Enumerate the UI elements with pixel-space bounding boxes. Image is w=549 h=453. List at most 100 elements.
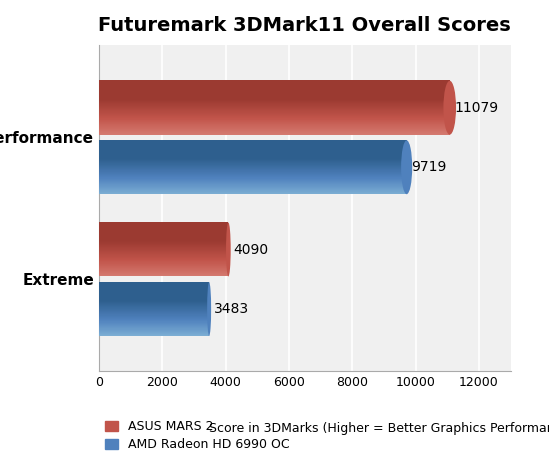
Bar [99, 285, 209, 286]
Bar [99, 326, 209, 327]
Bar [99, 177, 407, 178]
Bar [99, 301, 209, 302]
Bar [99, 105, 450, 106]
Bar [99, 172, 407, 173]
Bar [99, 114, 450, 115]
Bar [99, 274, 228, 275]
Bar [99, 116, 450, 117]
Bar [99, 163, 407, 164]
Bar [99, 298, 209, 299]
Bar [99, 234, 228, 235]
Bar [99, 145, 407, 146]
Bar [99, 302, 209, 303]
Bar [99, 335, 209, 336]
Bar [99, 164, 407, 165]
Bar [99, 103, 450, 104]
Bar [99, 127, 450, 128]
Bar [99, 149, 407, 150]
Bar [99, 318, 209, 319]
Bar [99, 148, 407, 149]
Bar [99, 223, 228, 224]
Bar [99, 268, 228, 269]
Title: Futuremark 3DMark11 Overall Scores: Futuremark 3DMark11 Overall Scores [98, 16, 511, 35]
Bar [99, 190, 407, 191]
Bar [99, 157, 407, 158]
Bar [99, 251, 228, 252]
Bar [99, 134, 450, 135]
Bar [99, 275, 228, 276]
Ellipse shape [444, 81, 456, 135]
Bar [99, 293, 209, 294]
Bar [99, 265, 228, 266]
Bar [99, 308, 209, 309]
Legend: ASUS MARS 2, AMD Radeon HD 6990 OC: ASUS MARS 2, AMD Radeon HD 6990 OC [105, 420, 289, 451]
Bar [99, 225, 228, 226]
Bar [99, 106, 450, 107]
Bar [99, 257, 228, 258]
Bar [99, 315, 209, 316]
Ellipse shape [207, 282, 211, 336]
Bar [99, 81, 450, 82]
Bar [99, 180, 407, 181]
Bar [99, 192, 407, 193]
Bar [99, 121, 450, 122]
Bar [99, 126, 450, 127]
Bar [99, 124, 450, 125]
Bar [99, 293, 209, 294]
Bar [99, 285, 209, 286]
Bar [99, 161, 407, 162]
Bar [99, 296, 209, 297]
Bar [99, 287, 209, 288]
Bar [99, 327, 209, 328]
Bar [99, 121, 450, 122]
Bar [99, 132, 450, 133]
Bar [99, 109, 450, 110]
Bar [99, 248, 228, 249]
Bar [99, 320, 209, 321]
Bar [99, 174, 407, 175]
Bar [99, 271, 228, 272]
Bar [99, 127, 450, 128]
Bar [99, 96, 450, 97]
Bar [99, 193, 407, 194]
Bar [99, 250, 228, 251]
Bar [99, 252, 228, 253]
Bar [99, 305, 209, 306]
Bar [99, 151, 407, 152]
Bar [99, 249, 228, 250]
Bar [99, 323, 209, 324]
Bar [99, 90, 450, 91]
Bar [99, 143, 407, 144]
Bar [99, 269, 228, 270]
Bar [99, 307, 209, 308]
Bar [99, 147, 407, 148]
Bar [99, 263, 228, 264]
Bar [99, 222, 228, 276]
Bar [99, 231, 228, 232]
Bar [99, 123, 450, 124]
Bar [99, 284, 209, 285]
Text: 3483: 3483 [214, 302, 249, 316]
Bar [99, 146, 407, 147]
Bar [99, 144, 407, 145]
Bar [99, 232, 228, 233]
Bar [99, 182, 407, 183]
Bar [99, 102, 450, 103]
Bar [99, 230, 228, 231]
Bar [99, 318, 209, 319]
Bar [99, 309, 209, 310]
Bar [99, 158, 407, 159]
Bar [99, 244, 228, 245]
Bar [99, 329, 209, 330]
Bar [99, 110, 450, 111]
Bar [99, 262, 228, 263]
Bar [99, 153, 407, 154]
Bar [99, 156, 407, 157]
Ellipse shape [226, 222, 231, 276]
Bar [99, 179, 407, 180]
Bar [99, 317, 209, 318]
Bar [99, 175, 407, 176]
Bar [99, 313, 209, 314]
Bar [99, 229, 228, 230]
Bar [99, 150, 407, 151]
